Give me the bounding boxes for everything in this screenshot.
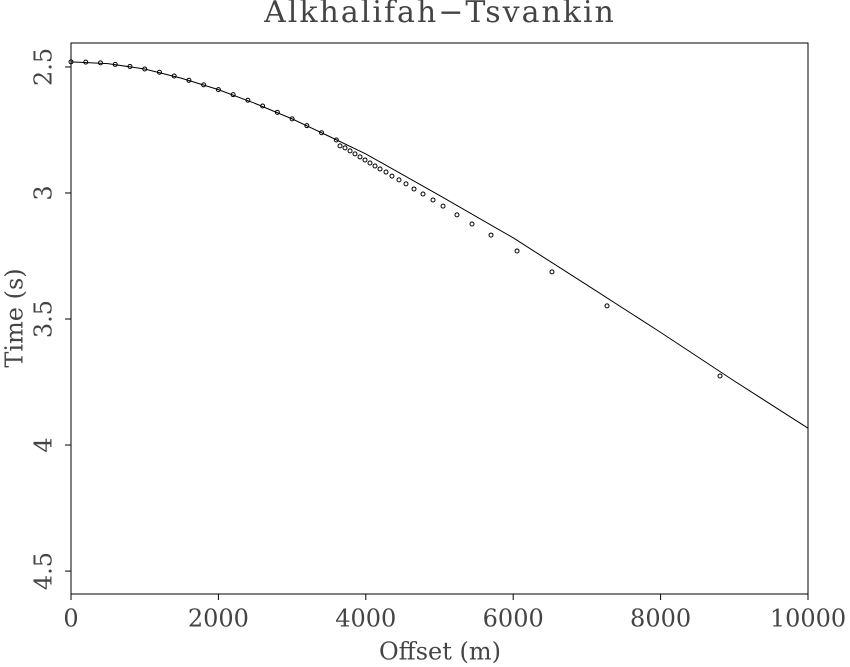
point bbox=[127, 63, 133, 69]
point bbox=[383, 169, 389, 175]
point bbox=[289, 116, 295, 122]
point bbox=[454, 212, 460, 218]
x-tick-label: 10000 bbox=[770, 605, 846, 633]
point bbox=[304, 123, 310, 129]
point bbox=[549, 269, 555, 275]
point bbox=[514, 248, 520, 254]
point bbox=[420, 191, 426, 197]
point bbox=[83, 59, 89, 65]
point bbox=[201, 82, 207, 88]
point bbox=[357, 154, 363, 160]
point bbox=[717, 373, 723, 379]
x-tick-label: 8000 bbox=[630, 605, 691, 633]
point bbox=[342, 145, 348, 151]
point bbox=[337, 143, 343, 149]
y-tick-label: 3 bbox=[30, 185, 58, 200]
point bbox=[347, 148, 353, 154]
point bbox=[97, 60, 103, 66]
y-tick-label: 3.5 bbox=[30, 300, 58, 338]
point bbox=[377, 166, 383, 172]
x-tick-label: 0 bbox=[63, 605, 78, 633]
point bbox=[372, 163, 378, 169]
point bbox=[430, 197, 436, 203]
point bbox=[274, 109, 280, 115]
point bbox=[440, 203, 446, 209]
point bbox=[260, 103, 266, 109]
point bbox=[396, 177, 402, 183]
chart-title: Alkhalifah−Tsvankin bbox=[263, 0, 616, 30]
x-tick-label: 2000 bbox=[188, 605, 249, 633]
point bbox=[215, 87, 221, 93]
point bbox=[171, 73, 177, 79]
curve bbox=[70, 61, 809, 429]
point bbox=[156, 69, 162, 75]
point bbox=[411, 186, 417, 192]
x-tick-label: 6000 bbox=[483, 605, 544, 633]
point bbox=[488, 232, 494, 238]
point bbox=[403, 181, 409, 187]
point bbox=[367, 160, 373, 166]
point bbox=[245, 97, 251, 103]
point bbox=[469, 221, 475, 227]
x-tick-label: 4000 bbox=[335, 605, 396, 633]
y-tick-label: 4 bbox=[30, 437, 58, 452]
point bbox=[230, 92, 236, 98]
point bbox=[68, 59, 74, 65]
point bbox=[186, 77, 192, 83]
point bbox=[362, 157, 368, 163]
plot-frame bbox=[70, 42, 809, 595]
point bbox=[604, 303, 610, 309]
y-tick-label: 2.5 bbox=[30, 48, 58, 86]
point bbox=[333, 137, 339, 143]
point bbox=[112, 61, 118, 67]
y-axis-label: Time (s) bbox=[1, 268, 29, 367]
point bbox=[142, 66, 148, 72]
y-tick-label: 4.5 bbox=[30, 552, 58, 590]
point bbox=[352, 151, 358, 157]
point bbox=[319, 130, 325, 136]
x-axis-label: Offset (m) bbox=[379, 638, 501, 666]
point bbox=[389, 173, 395, 179]
